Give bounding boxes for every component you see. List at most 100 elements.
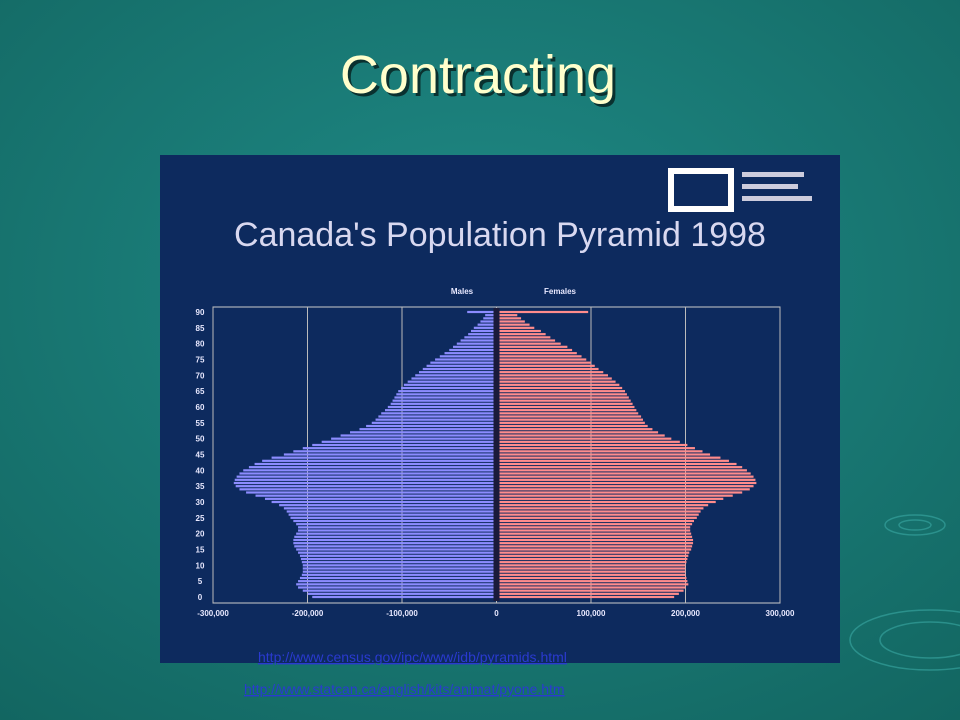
bar [403,383,497,386]
bar [496,494,733,497]
x-tick-label: -100,000 [386,609,418,618]
bar [496,532,692,535]
bar [236,475,497,478]
bar [302,570,497,573]
title-shadow: Contracting [343,48,619,108]
bar [283,453,497,456]
center-axis [493,308,500,601]
bar [496,380,616,383]
bar [496,510,701,513]
bar [396,393,497,396]
bar [496,393,627,396]
bar [496,519,695,523]
bar [496,450,703,453]
bar [496,475,754,478]
bar [496,434,665,437]
bar [384,409,497,412]
bar [301,573,497,576]
bar [394,396,497,399]
bar [350,431,497,434]
x-tick-label: 100,000 [577,609,606,618]
y-tick-label: 5 [198,577,203,586]
bar [485,314,497,317]
y-tick-label: 60 [196,403,205,412]
y-tick-label: 10 [196,561,205,570]
bar [307,592,497,595]
bar [496,371,604,374]
bar [312,595,497,599]
y-tick-label: 40 [196,466,205,475]
bar [496,459,729,462]
bar [483,317,497,320]
y-tick-label: 70 [196,371,205,380]
bar [496,396,629,399]
ripples [849,514,960,671]
bar [496,424,648,428]
x-tick-label: -300,000 [197,609,229,618]
y-tick-label: 80 [196,340,205,349]
bar [233,481,497,485]
bar [496,507,704,510]
bar [398,390,497,393]
bar [496,440,680,443]
bar [496,469,747,472]
bar [496,317,522,320]
bar [298,551,497,554]
bar [467,310,497,314]
slide-title: Contracting [340,45,616,105]
bar [496,586,686,589]
bar [496,529,691,532]
bar [496,462,737,466]
bar [496,320,525,323]
bar [288,513,497,516]
link[interactable]: http://www.statcan.ca/english/kits/anima… [244,681,565,697]
y-tick-label: 75 [196,356,205,365]
bar [496,485,754,488]
logo [668,168,812,212]
bar [381,412,497,415]
bar [496,589,684,592]
bar [496,333,546,336]
bar [302,447,497,450]
bar [496,409,637,412]
bar [407,380,497,383]
bar [496,570,686,573]
bar [496,551,690,554]
bar [293,519,497,523]
bar [496,348,573,352]
y-tick-label: 15 [196,546,205,555]
bar [378,415,497,418]
bar [470,329,497,333]
bar [496,345,568,348]
y-tick-label: 25 [196,514,205,523]
y-tick-label: 0 [198,593,203,602]
bar [496,336,551,339]
y-tick-label: 45 [196,451,205,460]
bar [283,507,497,510]
bar [366,424,497,428]
bar [496,399,631,402]
bar [439,355,497,358]
bar [496,364,595,367]
bar [401,386,497,390]
bar [496,415,642,418]
bar [255,494,497,497]
link[interactable]: http://www.census.gov/ipc/www/idb/pyrami… [258,649,567,665]
bar [496,583,689,586]
bar [496,504,709,507]
bar [496,431,659,434]
bar [262,459,497,462]
bar [430,361,497,364]
bar [296,532,497,535]
bar [419,371,497,374]
plot: -300,000 -200,000 -100,000 0 100,000 200,000 3… [196,287,795,618]
bar [387,405,497,409]
bar [293,542,497,545]
y-tick-label: 35 [196,482,205,491]
bar [496,412,639,415]
y-tick-label: 85 [196,324,205,333]
bar [496,497,724,500]
legend-label: Males [451,287,474,296]
bar [460,339,497,342]
